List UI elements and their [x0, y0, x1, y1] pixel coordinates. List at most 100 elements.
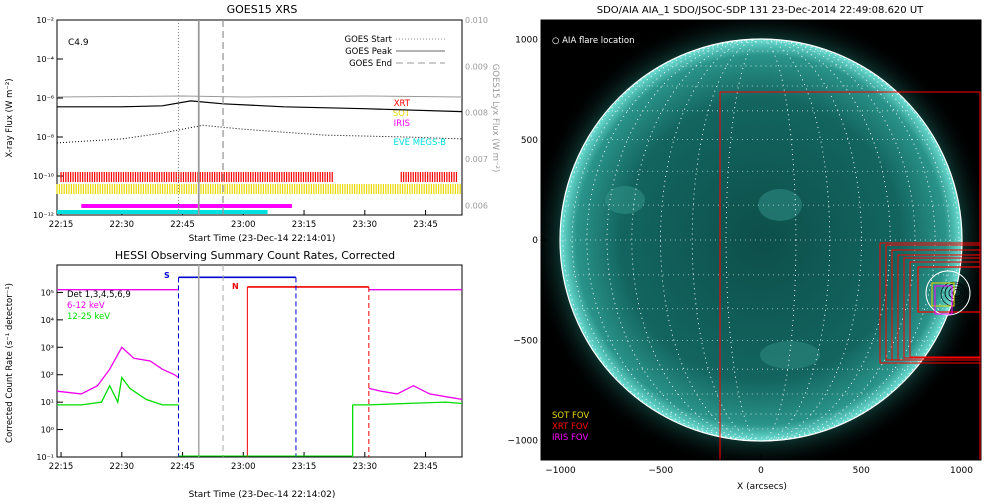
aia-x-tick-label: 500 — [853, 466, 870, 476]
goes-x-tick-label: 22:30 — [110, 220, 135, 230]
legend-goes-peak: GOES Peak — [345, 47, 392, 57]
hessi-chart: HESSI Observing Summary Count Rates, Cor… — [5, 249, 463, 500]
aia-ticks: −1000 −500 0 500 1000 1000 500 0 −500 −1000 — [508, 36, 974, 477]
longitude-line — [606, 38, 916, 442]
longitude-line — [725, 38, 797, 442]
goes-x-tick-label: 23:15 — [292, 220, 317, 230]
hessi-series-line — [368, 384, 463, 401]
aia-x-tick-label: 1000 — [950, 466, 973, 476]
goes-plot-frame — [56, 19, 463, 216]
sun-region-center — [758, 189, 802, 221]
hessi-y-tick-label: 10⁰ — [41, 426, 54, 435]
longitude-line — [691, 38, 831, 442]
fov-label-sot: SOT FOV — [552, 411, 589, 421]
goes-x-tick-label: 23:45 — [413, 220, 438, 230]
limb-circle — [559, 38, 963, 442]
goes-plot-area: 22:15 22:30 22:45 23:00 23:15 23:30 23:45 10⁻² 1… — [33, 16, 488, 230]
legend-goes-end: GOES End — [349, 59, 392, 69]
aia-annotation: ○ AIA flare location — [552, 36, 635, 46]
goes-legend: GOES Start GOES Peak GOES End — [344, 35, 445, 69]
goes-y-tick-label: 10⁻¹² — [33, 211, 54, 220]
longitude-line — [586, 38, 936, 442]
goes-y2-tick-label: 0.009 — [465, 62, 488, 71]
aia-y-tick-label: 1000 — [515, 36, 538, 46]
hessi-y-tick-label: 10² — [41, 371, 54, 380]
hessi-title: HESSI Observing Summary Count Rates, Cor… — [115, 249, 395, 262]
goes-y-tick-label: 10⁻¹⁰ — [33, 172, 54, 181]
coverage-bar-eve-megs-b — [57, 210, 268, 214]
goes-chart: GOES15 XRS C4.9 GOES Start GOES Peak GOE… — [5, 3, 500, 244]
hessi-x-tick-label: 22:30 — [110, 462, 135, 472]
goes-y2-tick-label: 0.008 — [465, 109, 488, 118]
flag-n: N — [232, 282, 239, 291]
fov-boxes — [879, 242, 981, 364]
hessi-x-tick-label: 22:45 — [170, 462, 195, 472]
aia-x-tick-label: 0 — [758, 466, 764, 476]
iris-fov — [934, 285, 953, 315]
sun-region-left — [605, 186, 645, 214]
goes-x-tick-label: 23:00 — [231, 220, 256, 230]
label-iris: IRIS — [394, 119, 410, 129]
goes-ylabel: X-ray Flux (W m⁻²) — [5, 78, 15, 157]
longitude-line — [562, 38, 960, 442]
hessi-plot-frame — [56, 264, 463, 458]
hessi-series-line — [57, 375, 179, 406]
label-sot: SOT — [393, 109, 411, 119]
aia-y-tick-label: −1000 — [508, 437, 539, 447]
goes-y-tick-label: 10⁻⁸ — [36, 133, 54, 142]
hessi-y-tick-label: 10⁻¹ — [36, 453, 54, 462]
goes-y2label: GOES15 Lyx Flux (W m⁻²) — [490, 64, 500, 173]
xrt-fov-box — [879, 242, 981, 364]
goes-y2-tick-label: 0.010 — [465, 16, 488, 25]
legend-goes-start: GOES Start — [344, 35, 392, 45]
lat-lon-grid — [560, 38, 962, 442]
aia-image: SDO/AIA AIA_1 SDO/JSOC-SDP 131 23-Dec-20… — [508, 5, 982, 492]
goes-series-line — [57, 100, 463, 113]
aia-y-tick-label: 500 — [521, 136, 538, 146]
goes-y-tick-label: 10⁻⁴ — [36, 55, 54, 64]
goes-flare-class: C4.9 — [68, 38, 89, 48]
hessi-x-tick-label: 23:30 — [353, 462, 378, 472]
goes-series-line — [56, 124, 463, 144]
hessi-x-tick-label: 22:15 — [49, 462, 74, 472]
legend-6-12: 6-12 keV — [67, 301, 105, 311]
goes-title: GOES15 XRS — [227, 3, 298, 16]
hessi-y-tick-label: 10¹ — [41, 398, 54, 407]
legend-12-25: 12-25 keV — [67, 312, 110, 322]
fov-label-iris: IRIS FOV — [552, 433, 588, 443]
longitude-line — [631, 38, 891, 442]
hessi-x-tick-label: 23:15 — [292, 462, 317, 472]
contour-3 — [952, 289, 962, 297]
contour-1 — [944, 283, 966, 303]
aia-y-tick-label: −500 — [513, 336, 538, 346]
hessi-x-tick-label: 23:00 — [231, 462, 256, 472]
hessi-plot-area: 22:15 22:30 22:45 23:00 23:15 23:30 23:45 10⁵ 10… — [36, 265, 463, 472]
flag-s: S — [164, 271, 170, 280]
goes-y-tick-label: 10⁻² — [36, 16, 54, 25]
xrt-fov-box — [909, 261, 981, 358]
goes-series-line — [56, 95, 463, 98]
xrt-fov-small — [917, 266, 981, 313]
hessi-panel: HESSI Observing Summary Count Rates, Cor… — [0, 245, 500, 500]
hessi-xlabel: Start Time (23-Dec-14 22:14:02) — [189, 490, 336, 500]
hessi-legend: Det 1,3,4,5,6,9 6-12 keV 12-25 keV — [67, 290, 131, 322]
goes-x-tick-label: 23:30 — [353, 220, 378, 230]
longitude-line — [660, 38, 862, 442]
hessi-y-tick-label: 10⁴ — [41, 316, 54, 325]
legend-det: Det 1,3,4,5,6,9 — [67, 290, 131, 300]
goes-xlabel: Start Time (23-Dec-14 22:14:01) — [189, 234, 336, 244]
goes-x-tick-label: 22:15 — [49, 220, 74, 230]
label-xrt: XRT — [394, 99, 411, 109]
flare-location-marker — [925, 270, 971, 316]
coverage-bar-iris — [81, 204, 292, 208]
longitude-line — [571, 38, 951, 442]
goes-panel: GOES15 XRS C4.9 GOES Start GOES Peak GOE… — [0, 0, 500, 245]
hessi-x-tick-label: 23:45 — [413, 462, 438, 472]
fov-label-xrt: XRT FOV — [552, 422, 588, 432]
xrt-fov-box — [897, 254, 981, 361]
aia-panel: SDO/AIA AIA_1 SDO/JSOC-SDP 131 23-Dec-20… — [500, 0, 1000, 500]
xrt-fov-box — [903, 257, 981, 359]
hessi-y-tick-label: 10⁵ — [41, 288, 54, 297]
hessi-ylabel: Corrected Count Rate (s⁻¹ detector⁻¹) — [5, 283, 15, 443]
sot-fov — [931, 282, 955, 307]
